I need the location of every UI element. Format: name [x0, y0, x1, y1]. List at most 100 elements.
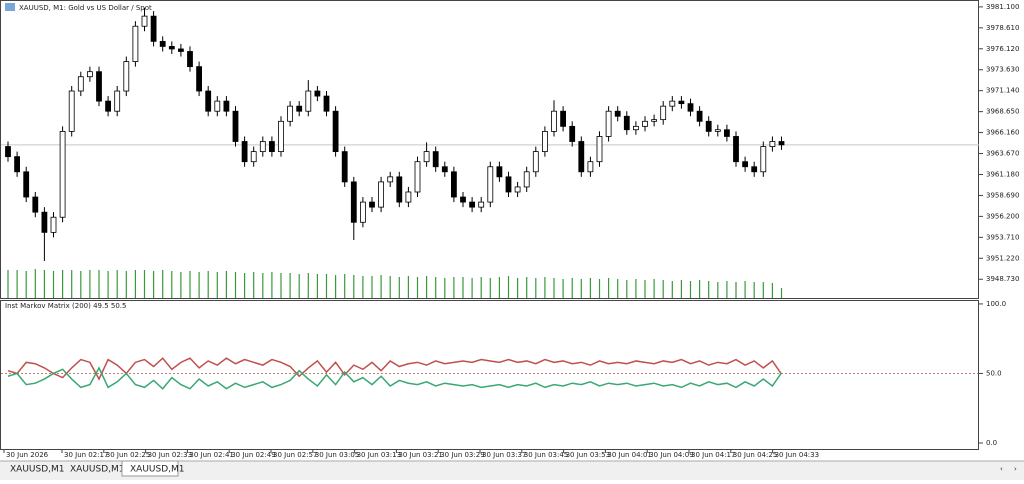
- candle-body: [23, 171, 30, 198]
- candle-body: [705, 120, 712, 132]
- candle-body: [41, 211, 48, 233]
- candle-body: [96, 71, 102, 102]
- y-tick-label: 3958.690: [986, 191, 1019, 199]
- x-tick-label: 30 Jun 02:49: [231, 451, 275, 459]
- x-tick-label: 30 Jun 02:41: [189, 451, 233, 459]
- y-tick-label: 3963.670: [986, 150, 1019, 158]
- candle-body: [614, 110, 621, 117]
- x-tick-label: 30 Jun 02:17: [64, 451, 108, 459]
- candle-body: [696, 110, 703, 122]
- x-tick-label: 30 Jun 02:57: [273, 451, 317, 459]
- candle-body: [141, 15, 148, 27]
- candle-body: [205, 90, 212, 112]
- candle-body: [551, 110, 557, 132]
- candle-body: [341, 151, 348, 183]
- candle-body: [733, 136, 739, 163]
- candle-body: [596, 136, 603, 163]
- candle-body: [523, 171, 530, 188]
- y-tick-label: 3951.220: [986, 254, 1019, 262]
- candle-body: [751, 166, 758, 173]
- candle-body: [187, 51, 193, 68]
- candle-body: [478, 201, 485, 208]
- candle-body: [769, 141, 776, 147]
- candle-body: [314, 90, 321, 97]
- candle-body: [642, 120, 648, 127]
- candle-body: [587, 161, 594, 173]
- candle-body: [714, 129, 721, 132]
- candle-body: [532, 151, 539, 173]
- y-tick-label: 100.0: [986, 300, 1006, 308]
- x-tick-label: 30 Jun 03:53: [566, 451, 610, 459]
- candle-body: [59, 131, 66, 218]
- candle-body: [669, 100, 676, 107]
- y-tick-label: 3973.630: [986, 66, 1019, 74]
- y-tick-label: 3948.730: [986, 275, 1019, 283]
- candle-body: [241, 141, 248, 163]
- candle-body: [387, 176, 394, 183]
- candle-body: [223, 100, 230, 112]
- candle-body: [259, 141, 266, 153]
- candle-body: [32, 196, 39, 213]
- x-tick-label: 30 Jun 04:01: [607, 451, 651, 459]
- candle-body: [414, 161, 421, 193]
- candle-body: [469, 201, 476, 208]
- tab[interactable]: XAUUSD,M1: [10, 465, 65, 475]
- x-tick-label: 30 Jun 04:25: [733, 451, 777, 459]
- y-tick-label: 3978.610: [986, 24, 1019, 32]
- candle-body: [114, 90, 121, 112]
- candle-body: [305, 90, 312, 112]
- candle-body: [378, 181, 385, 208]
- candle-body: [177, 48, 184, 52]
- x-tick-label: 30 Jun 04:17: [691, 451, 735, 459]
- indicator-line: [7, 366, 783, 390]
- candle-body: [123, 61, 130, 92]
- indicator-title: Inst Markov Matrix (200) 49.5 50.5: [5, 302, 127, 310]
- candle-body: [460, 196, 466, 203]
- x-tick-label: 30 Jun 03:37: [482, 451, 526, 459]
- tab[interactable]: XAUUSD,M1: [130, 465, 185, 475]
- candle-body: [423, 151, 430, 163]
- tab-active: [121, 460, 179, 477]
- candle-body: [623, 115, 630, 131]
- candle-body: [633, 125, 639, 131]
- candle-body: [651, 119, 657, 122]
- y-tick-label: 3961.180: [986, 170, 1019, 178]
- candle-body: [660, 105, 667, 121]
- indicator-line: [7, 357, 783, 381]
- x-tick-label: 30 Jun 03:13: [357, 451, 401, 459]
- candle-body: [560, 110, 566, 127]
- candle-body: [350, 181, 357, 223]
- candle-body: [68, 90, 75, 132]
- candle-body: [514, 186, 521, 193]
- candle-body: [50, 216, 57, 233]
- candle-body: [441, 166, 448, 173]
- tab[interactable]: XAUUSD,M1: [70, 465, 125, 475]
- y-tick-label: 3981.100: [986, 3, 1019, 11]
- candle-body: [578, 141, 585, 173]
- candle-body: [296, 105, 303, 112]
- candle-body: [332, 110, 339, 153]
- candle-body: [432, 151, 439, 168]
- scroll-left[interactable]: ‹: [1000, 465, 1003, 473]
- x-tick-label: 30 Jun 02:25: [106, 451, 150, 459]
- candle-body: [450, 171, 457, 198]
- candle-body: [542, 131, 548, 153]
- candle-body: [487, 166, 494, 203]
- scroll-right[interactable]: ›: [1014, 465, 1017, 473]
- candle-body: [742, 161, 748, 168]
- candle-body: [5, 146, 11, 158]
- indicator-pane: [0, 300, 979, 450]
- y-tick-label: 0.0: [986, 439, 997, 447]
- candle-body: [678, 100, 685, 105]
- candle-body: [232, 110, 239, 142]
- x-tick-label: 30 Jun 04:33: [775, 451, 819, 459]
- x-tick-label: 30 Jun 2026: [6, 451, 49, 459]
- candle-body: [505, 176, 512, 193]
- y-tick-label: 3968.650: [986, 108, 1019, 116]
- candle-body: [268, 141, 275, 153]
- candle-body: [250, 151, 257, 163]
- y-tick-label: 3953.710: [986, 233, 1019, 241]
- candle-body: [150, 15, 157, 42]
